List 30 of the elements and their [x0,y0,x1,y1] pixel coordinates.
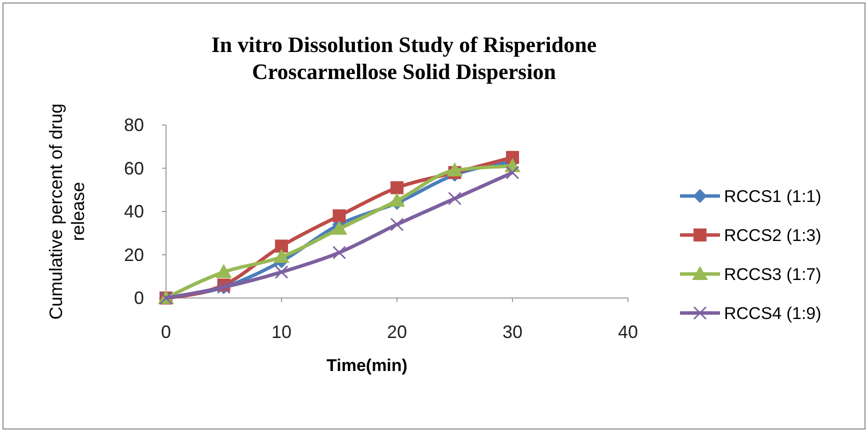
x-tick-label: 10 [271,322,292,342]
y-axis-title: Cumulative percent of drug release [46,103,88,320]
x-tick-label: 20 [386,322,408,342]
chart-title: In vitro Dissolution Study of Risperidone Croscarmellose Solid Dispersion [211,32,597,84]
legend-label: RCCS4 (1:9) [724,304,822,323]
point [390,181,404,194]
y-tick-label: 40 [124,202,144,222]
point [332,246,346,260]
x-tick-label: 40 [618,322,638,342]
point [446,162,463,176]
point [332,209,346,222]
point [448,192,462,206]
point [274,265,288,279]
point [275,240,288,253]
point [274,248,290,263]
point [506,166,520,180]
x-tick-label: 30 [502,322,523,342]
point [331,220,348,235]
y-tick-label: 80 [124,115,144,135]
legend-label: RCCS3 (1:7) [724,265,822,284]
x-axis-title: Time(min) [326,356,408,375]
legend-label: RCCS2 (1:3) [724,226,822,245]
legend-label: RCCS1 (1:1) [724,187,822,206]
point [389,192,405,207]
point [390,218,404,232]
y-tick-label: 20 [124,244,144,265]
y-tick-label: 60 [124,158,144,178]
x-tick-label: 0 [160,322,172,342]
y-tick-label: 0 [134,288,144,308]
point [216,264,232,278]
